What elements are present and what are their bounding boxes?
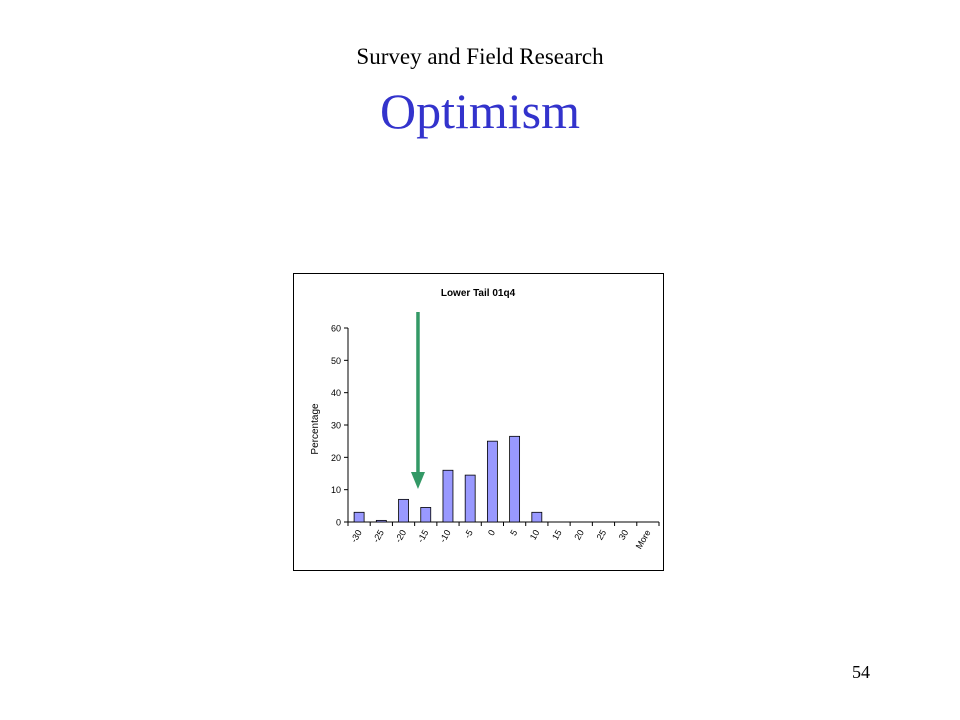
page-number: 54 (852, 662, 870, 682)
bar--15 (420, 507, 432, 523)
x-tick-label: 20 (572, 528, 586, 542)
x-tick-label: -25 (371, 528, 386, 544)
x-tick-label: -15 (415, 528, 430, 544)
x-tick-label: 5 (508, 528, 519, 537)
bar--25 (375, 519, 387, 523)
y-tick-label: 10 (331, 485, 341, 495)
chart-title: Lower Tail 01q4 (441, 288, 516, 299)
x-tick-label: -5 (462, 528, 475, 540)
x-tick-label: 25 (595, 528, 609, 542)
x-tick-label: 30 (617, 528, 631, 542)
histogram-chart: Lower Tail 01q4 Percentage 0102030405060… (310, 288, 660, 551)
bar--20 (398, 498, 409, 523)
x-tick-label: 0 (486, 528, 497, 537)
y-tick-label: 0 (336, 518, 341, 528)
x-tick-label: -30 (349, 528, 364, 544)
bar-10 (531, 511, 543, 523)
bar--30 (353, 511, 365, 523)
slide-subtitle: Survey and Field Research (356, 44, 604, 69)
x-tick-label: More (634, 528, 653, 551)
y-tick-label: 50 (331, 356, 341, 366)
bar-5 (509, 435, 521, 523)
arrow-annotation-head (410, 472, 425, 489)
x-tick-label: -20 (393, 528, 408, 544)
y-axis-label: Percentage (310, 403, 321, 455)
y-tick-label: 40 (331, 388, 341, 398)
bar-0 (486, 440, 498, 523)
chart-frame: Lower Tail 01q4 Percentage 0 10 20 30 40 50 60… (293, 273, 664, 571)
x-tick-label: 15 (550, 528, 564, 542)
x-tick-label: -10 (438, 528, 453, 544)
y-tick-label: 60 (331, 324, 341, 334)
slide-title: Optimism (379, 83, 581, 139)
bar--5 (464, 474, 476, 523)
x-tick-label: 10 (528, 528, 542, 542)
y-tick-label: 30 (331, 421, 341, 431)
y-tick-label: 20 (331, 453, 341, 463)
bar--10 (442, 469, 454, 523)
